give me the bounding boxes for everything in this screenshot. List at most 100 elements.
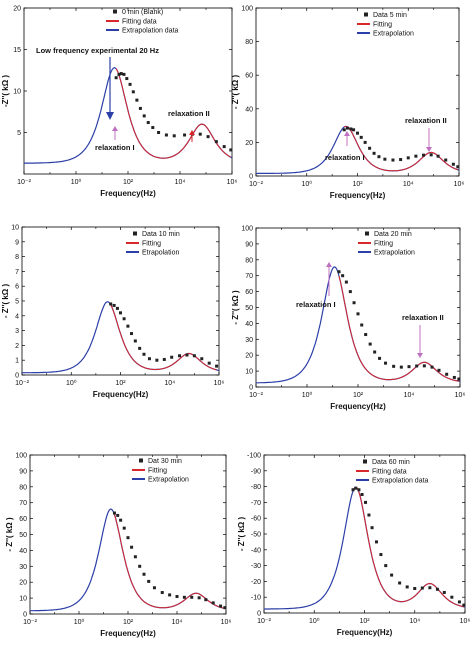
data-point xyxy=(377,155,381,159)
data-point xyxy=(357,488,361,492)
annotation-relaxation-1: relaxation I xyxy=(325,153,365,162)
data-point xyxy=(415,364,419,368)
x-tick-label: 10⁶ xyxy=(460,618,471,625)
data-point xyxy=(383,157,387,161)
annotation-relaxation-2: relaxation II xyxy=(402,313,444,322)
data-point xyxy=(138,346,142,350)
legend-marker-data xyxy=(139,458,143,463)
y-axis-title: - Z''( kΩ ) xyxy=(231,290,240,325)
data-point xyxy=(131,90,135,94)
chart-panel-5: 10⁻² 10⁰ 10² 10⁴ 10⁶ 0 10 20 30 40 50 60 70 80 90 100 Fr… xyxy=(5,453,231,639)
legend-label-data: 0 min (Blank) xyxy=(122,9,163,16)
data-point xyxy=(384,361,388,365)
annotation-arrowhead-low-frequency xyxy=(106,112,114,120)
annotation-relaxation-2: relaxation II xyxy=(405,116,447,125)
legend-label-extrapolation: Extrapolation xyxy=(148,477,189,484)
y-tick-label: -80 xyxy=(251,484,261,491)
data-point xyxy=(363,140,367,144)
legend-label-data: Dat 30 min xyxy=(148,458,182,465)
y-tick-label: 40 xyxy=(245,321,253,328)
data-point xyxy=(372,151,376,155)
x-tick-label: 10⁴ xyxy=(175,179,186,186)
data-point xyxy=(422,153,426,157)
y-tick-label: -40 xyxy=(251,547,261,554)
data-point xyxy=(164,133,168,137)
legend-marker-data xyxy=(133,231,137,236)
y-tick-label: 5 xyxy=(17,130,21,137)
x-tick-label: 10² xyxy=(123,619,134,626)
fitting-line xyxy=(344,125,458,172)
data-point xyxy=(138,106,142,110)
y-axis-title: - Z''( kΩ ) xyxy=(231,75,240,110)
x-tick-label: 10⁰ xyxy=(66,379,77,387)
y-tick-label: 10 xyxy=(245,369,253,376)
data-point xyxy=(214,140,218,144)
data-point xyxy=(430,365,434,369)
data-point xyxy=(379,553,383,557)
data-point xyxy=(360,493,364,496)
extrapolation-line xyxy=(256,266,461,384)
data-point xyxy=(392,364,396,368)
x-tick-label: 10⁻² xyxy=(23,619,37,626)
annotation-relaxation-1: relaxation I xyxy=(95,143,135,152)
data-point xyxy=(406,156,410,160)
data-point xyxy=(422,364,426,368)
y-tick-label: 0 xyxy=(15,373,19,380)
y-tick-label: 2 xyxy=(15,343,19,350)
x-tick-label: 10⁶ xyxy=(221,619,232,626)
y-tick-label: 10 xyxy=(13,89,21,96)
data-point xyxy=(206,135,210,139)
x-tick-label: 10⁶ xyxy=(455,392,466,399)
data-point xyxy=(168,593,172,597)
data-point xyxy=(122,72,126,76)
y-tick-label: 8 xyxy=(15,254,19,261)
data-point xyxy=(345,126,349,130)
y-tick-label: 6 xyxy=(15,284,19,291)
x-tick-label: 10⁶ xyxy=(227,179,238,186)
annotation-arrowhead-relaxation-1 xyxy=(344,131,350,136)
legend-label-data: Data 60 min xyxy=(372,459,410,466)
legend: 0 min (Blank) Fitting data Extrapolation d… xyxy=(106,9,179,35)
legend: Data 20 min Fitting Extrapolation xyxy=(358,231,415,257)
fitting-line xyxy=(338,275,459,382)
data-point xyxy=(360,323,364,327)
x-tick-label: 10⁴ xyxy=(172,619,183,626)
data-point xyxy=(364,333,368,337)
data-point xyxy=(115,306,119,310)
data-point xyxy=(116,513,120,517)
data-point xyxy=(175,595,179,599)
y-tick-label: 7 xyxy=(15,269,19,276)
data-point xyxy=(364,500,368,504)
data-point xyxy=(142,572,146,576)
legend-label-fitting: Fitting xyxy=(148,468,167,475)
data-point xyxy=(152,586,156,590)
data-point xyxy=(351,488,355,492)
x-tick-label: 10⁰ xyxy=(71,178,82,186)
data-point xyxy=(437,368,441,372)
data-point xyxy=(352,128,356,132)
data-point xyxy=(117,72,121,76)
annotation-relaxation-1: relaxation I xyxy=(296,300,336,309)
x-tick-label: 10⁴ xyxy=(164,380,175,387)
y-tick-label: 0 xyxy=(249,174,253,181)
data-point xyxy=(457,600,461,604)
x-axis-title: Frequency(Hz) xyxy=(330,402,386,411)
data-point xyxy=(157,131,161,134)
y-tick-label: -60 xyxy=(251,516,261,523)
data-point xyxy=(384,564,388,568)
annotation-arrowhead-relaxation-2 xyxy=(189,130,195,135)
data-point xyxy=(457,377,461,381)
data-point xyxy=(349,127,353,131)
x-tick-label: 10⁻² xyxy=(17,179,31,186)
data-point xyxy=(341,274,345,278)
data-point xyxy=(356,131,359,135)
y-tick-label: 20 xyxy=(245,353,253,360)
x-tick-label: 10⁴ xyxy=(404,392,415,399)
legend: Data 5 min Fitting Extrapolation xyxy=(357,12,414,38)
y-tick-label: 10 xyxy=(11,225,19,232)
data-point xyxy=(368,342,372,346)
data-point xyxy=(142,352,146,356)
data-point xyxy=(435,587,439,591)
data-point xyxy=(442,590,446,594)
legend-label-fitting: Fitting xyxy=(374,241,393,248)
